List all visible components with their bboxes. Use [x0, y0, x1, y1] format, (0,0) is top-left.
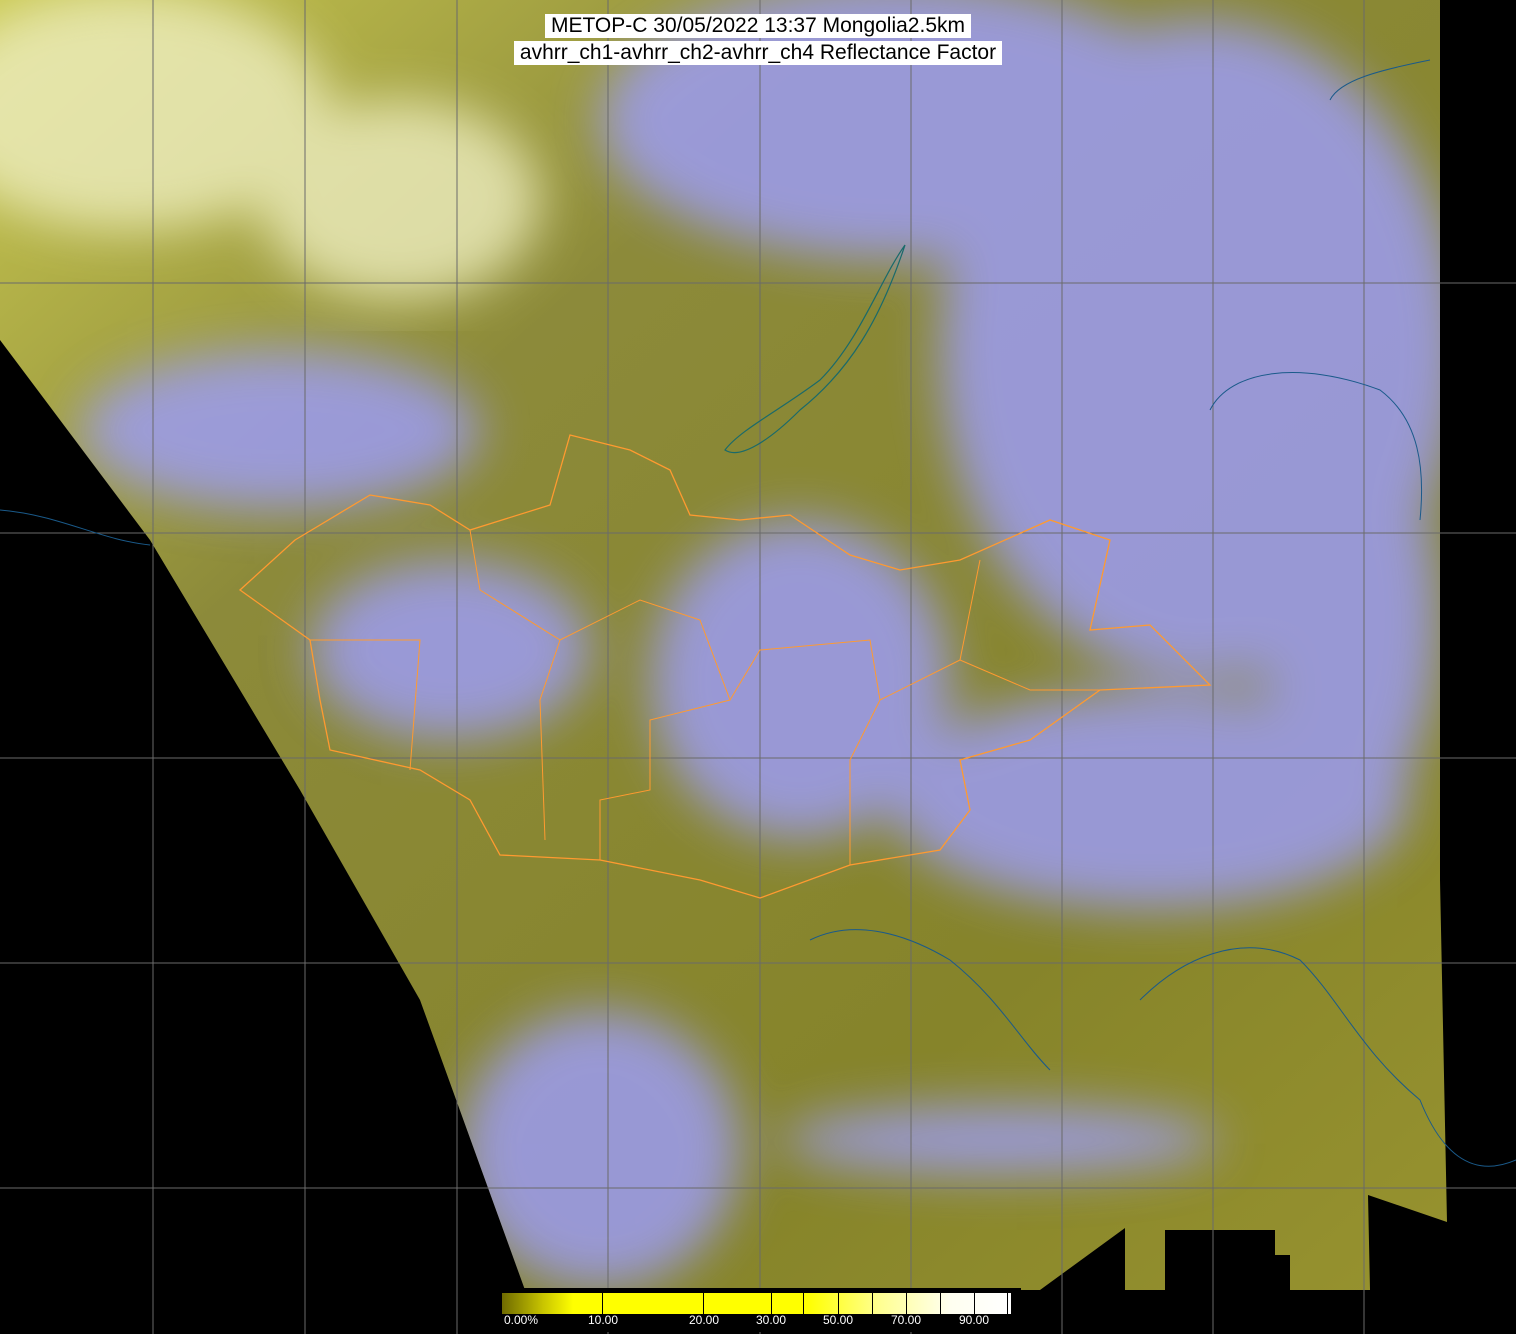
colorbar-tick: [771, 1293, 772, 1314]
colorbar-tick: [906, 1293, 907, 1314]
colorbar-label: 70.00: [890, 1313, 922, 1327]
colorbar-tick: [703, 1293, 704, 1314]
colorbar-label: 10.00: [587, 1313, 619, 1327]
title-line-1: METOP-C 30/05/2022 13:37 Mongolia2.5km: [0, 14, 1516, 38]
colorbar-gradient: [502, 1293, 1011, 1314]
colorbar-tick: [602, 1293, 603, 1314]
colorbar-tick: [1007, 1293, 1008, 1314]
colorbar-tick: [803, 1293, 804, 1314]
lake-baikal: [724, 244, 906, 454]
colorbar-label: 30.00: [755, 1313, 787, 1327]
colorbar-label: 50.00: [822, 1313, 854, 1327]
title-line-2: avhrr_ch1-avhrr_ch2-avhrr_ch4 Reflectanc…: [0, 41, 1516, 65]
colorbar-tick: [872, 1293, 873, 1314]
colorbar-tick: [940, 1293, 941, 1314]
colorbar-label: 20.00: [688, 1313, 720, 1327]
colorbar: 0.00% 10.00 20.00 30.00 50.00 70.00 90.0…: [497, 1288, 1021, 1332]
colorbar-tick: [974, 1293, 975, 1314]
colorbar-tick: [838, 1293, 839, 1314]
coastlines: [0, 59, 1516, 1167]
mongolia-border: [238, 434, 1212, 899]
colorbar-label: 90.00: [958, 1313, 990, 1327]
admin-borders: [310, 529, 1100, 865]
colorbar-label: 0.00%: [503, 1313, 539, 1327]
